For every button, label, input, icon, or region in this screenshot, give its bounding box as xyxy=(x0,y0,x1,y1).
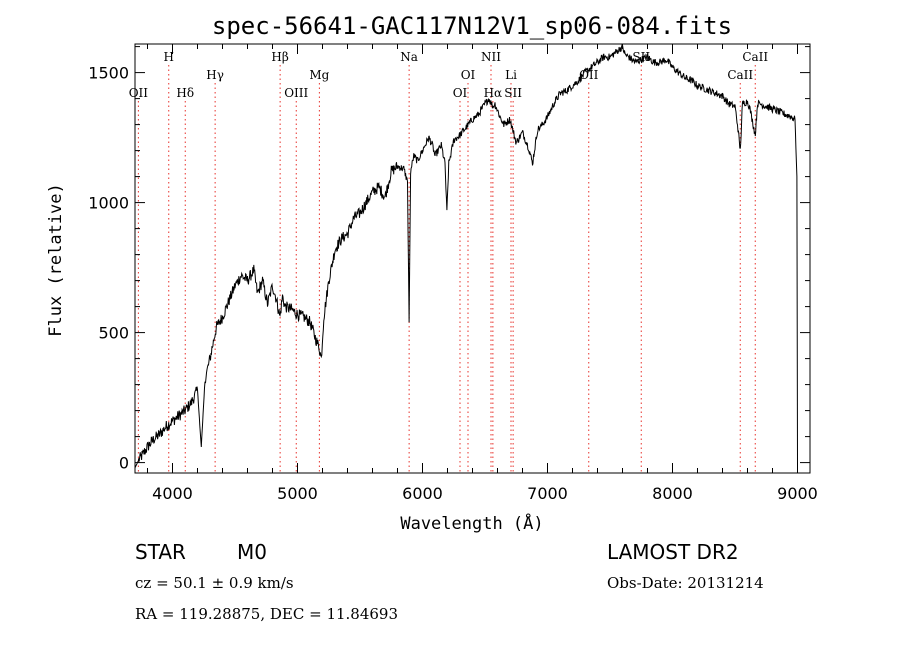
coordinates: RA = 119.28875, DEC = 11.84693 xyxy=(135,605,399,623)
line-marker-label: OII xyxy=(129,86,149,100)
object-subclass: M0 xyxy=(237,540,267,564)
chart-title: spec-56641-GAC117N12V1_sp06-084.fits xyxy=(212,12,732,40)
line-marker-label: NII xyxy=(481,50,501,64)
line-marker-label: Hβ xyxy=(271,50,288,64)
line-marker-label: SII xyxy=(504,86,522,100)
line-marker-label: CaII xyxy=(727,68,753,82)
line-marker-label: Hγ xyxy=(206,68,224,82)
y-axis-label: Flux (relative) xyxy=(46,183,66,337)
line-marker-label: CaII xyxy=(742,50,768,64)
line-marker-label: OI xyxy=(453,86,468,100)
x-axis-label: Wavelength (Å) xyxy=(400,512,543,534)
line-marker-label: Mg xyxy=(309,68,329,82)
y-tick-label: 1500 xyxy=(88,64,129,83)
x-tick-label: 8000 xyxy=(652,484,693,503)
x-tick-label: 5000 xyxy=(277,484,318,503)
line-marker-label: Hα xyxy=(484,86,503,100)
x-tick-label: 9000 xyxy=(777,484,818,503)
object-class: STAR xyxy=(135,540,186,564)
line-marker-label: OIII xyxy=(284,86,308,100)
x-tick-label: 4000 xyxy=(152,484,193,503)
y-axis-ticks: 0 500 1000 1500 xyxy=(88,46,810,473)
survey-name: LAMOST DR2 xyxy=(607,540,739,564)
redshift-velocity: cz = 50.1 ± 0.9 km/s xyxy=(135,574,294,592)
spectrum-line xyxy=(134,44,798,469)
observation-date: Obs-Date: 20131214 xyxy=(607,574,764,592)
plot-frame xyxy=(134,43,811,474)
line-marker-label: Hδ xyxy=(176,86,194,100)
x-axis-ticks: 4000 5000 6000 7000 8000 9000 xyxy=(147,44,818,503)
line-marker-label: Na xyxy=(400,50,418,64)
line-markers: OIIHHδHγHβOIIIMgNaOIOINIIHαLiSIIOIISIICa… xyxy=(129,50,768,473)
line-marker-label: Li xyxy=(505,68,517,82)
y-tick-label: 0 xyxy=(119,454,129,473)
y-tick-label: 500 xyxy=(98,324,129,343)
x-tick-label: 6000 xyxy=(402,484,443,503)
line-marker-label: OI xyxy=(461,68,476,82)
x-tick-label: 7000 xyxy=(527,484,568,503)
y-tick-label: 1000 xyxy=(88,194,129,213)
line-marker-label: H xyxy=(164,50,174,64)
